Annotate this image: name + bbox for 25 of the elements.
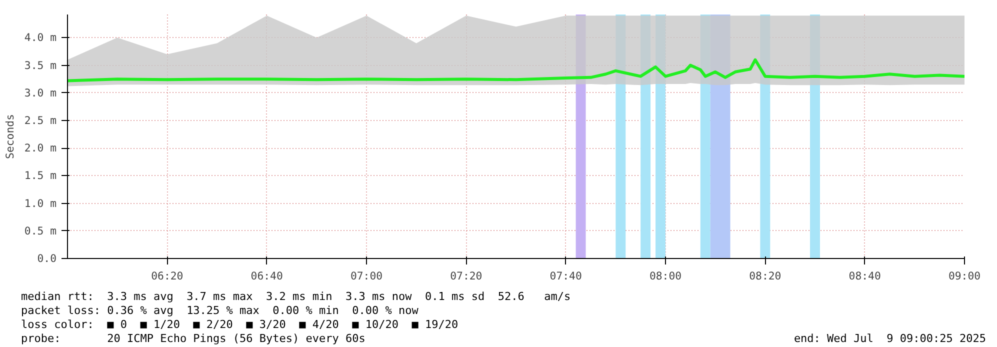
x-tick-label: 06:40 <box>250 270 283 282</box>
y-tick-label: 3.5 m <box>24 58 56 72</box>
y-tick-label: 0.5 m <box>24 224 56 238</box>
text: packet loss: 0.36 % avg 13.25 % max 0.00 % min 0.00 % now <box>21 304 420 318</box>
x-tick-label: 07:00 <box>350 270 383 282</box>
y-tick-label: 3.0 m <box>24 86 56 100</box>
x-tick-label: 07:40 <box>550 270 582 282</box>
x-tick-label: 08:20 <box>749 270 782 282</box>
y-tick-label: 2.5 m <box>24 114 56 127</box>
y-tick-label: 2.0 m <box>24 142 56 155</box>
line-series <box>68 58 964 82</box>
x-tick-label: 09:00 <box>948 270 981 282</box>
text: loss color: ■ 0 ■ 1/20 ■ 2/20 ■ 3/20 ■ 4/20 ■ 10/20 ■ 19/20 <box>21 318 460 332</box>
x-tick-label: 08:00 <box>649 270 682 282</box>
y-axis-title: Seconds <box>3 114 16 159</box>
y-tick-label: 0.0 <box>37 252 57 265</box>
x-tick-label: 08:40 <box>848 270 881 282</box>
text: probe: 20 ICMP Echo Pings (56 Bytes) every 60s <box>21 332 366 346</box>
y-tick-label: 4.0 m <box>24 31 56 44</box>
text: median rtt: 3.3 ms avg 3.7 ms max 3.2 ms min 3.3 ms now 0.1 ms sd 52.6 am/s <box>21 290 572 304</box>
text: end: Wed Jul 9 09:00:25 2025 <box>794 332 986 346</box>
x-tick-label: 07:20 <box>450 270 482 282</box>
y-tick-label: 1.5 m <box>24 169 56 182</box>
y-tick-label: 1.0 m <box>24 196 56 210</box>
x-tick-label: 06:20 <box>151 270 184 282</box>
